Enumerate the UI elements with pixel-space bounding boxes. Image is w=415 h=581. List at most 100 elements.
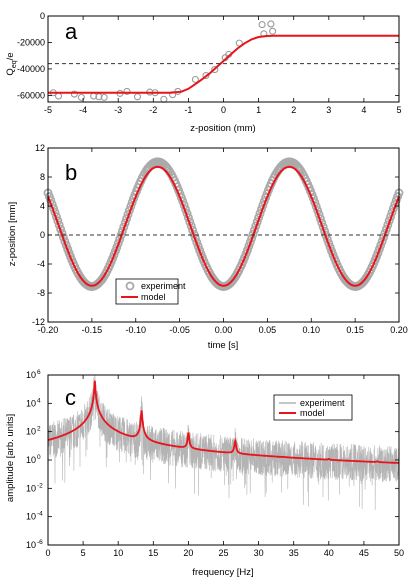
panel-b-model-curve — [47, 165, 400, 287]
panel-c-xtick-label: 0 — [45, 548, 50, 558]
panel-c-ytick-label: 10 — [26, 540, 36, 550]
panel-c-xtick-label: 15 — [148, 548, 158, 558]
panel-a-xtick-label: 3 — [326, 105, 331, 115]
panel-b-legend-box — [115, 278, 179, 305]
panel-b-legend-experiment-marker — [125, 281, 135, 291]
panel-b-xtick-label: 0.15 — [346, 325, 364, 335]
panel-b-xtick-label: -0.10 — [125, 325, 146, 335]
panel-c-legend: experiment model — [273, 394, 353, 421]
panel-c-ytick-label: 10 — [26, 512, 36, 522]
panel-b-ytick-label: 12 — [35, 143, 45, 153]
panel-b: -0.20 -0.15 -0.10 -0.05 0.00 0.05 0.10 0.15 0.20… — [7, 143, 408, 351]
panel-c-xtick-label: 40 — [324, 548, 334, 558]
panel-b-xtick-label: -0.15 — [82, 325, 103, 335]
panel-c-ytick-label: 10 — [26, 483, 36, 493]
panel-a-ylabel-sub: eq — [11, 60, 18, 68]
panel-a-experiment-point — [160, 95, 168, 103]
panel-a-xtick-label: 5 — [396, 105, 401, 115]
panel-c-xtick-label: 35 — [289, 548, 299, 558]
panel-a-ylabel: Qeq/e — [5, 52, 18, 75]
panel-a-xtick-label: -1 — [184, 105, 192, 115]
panel-a-xtick-label: 4 — [361, 105, 366, 115]
panel-a-xtick-label: -3 — [114, 105, 122, 115]
panel-c-ytick-exponent: 0 — [37, 454, 41, 461]
panel-a-ticks: -5 -4 -3 -2 -1 0 1 2 3 4 5 0 -20000 -40000 -60000 — [17, 11, 402, 115]
panel-b-xtick-label: 0.10 — [302, 325, 320, 335]
panel-a-ytick-label: -20000 — [17, 37, 45, 47]
panel-a-experiment-point — [123, 87, 131, 95]
panel-c-ylabel: amplitude [arb. units] — [5, 414, 16, 502]
panel-c-xtick-label: 45 — [359, 548, 369, 558]
panel-a-experiment-point — [100, 93, 108, 101]
panel-c-ytick-label: 10 — [26, 398, 36, 408]
panel-b-experiment-points — [43, 157, 404, 291]
panel-c-ytick-exponent: 4 — [37, 397, 41, 404]
panel-a-experiment-point — [211, 66, 219, 74]
panel-c-legend-model-label: model — [300, 408, 325, 418]
panel-a-xtick-label: -4 — [79, 105, 87, 115]
panel-b-ytick-label: 4 — [40, 201, 45, 211]
panel-a-xtick-label: -5 — [44, 105, 52, 115]
panel-a-experiment-point — [77, 93, 85, 101]
panel-c-ytick-label: 10 — [26, 455, 36, 465]
panel-b-xlabel: time [s] — [208, 340, 239, 351]
panel-a-experiment-points — [49, 20, 277, 103]
panel-c-ytick-label: 10 — [26, 370, 36, 380]
panel-a-xlabel: z-position (mm) — [190, 123, 255, 134]
panel-c-ytick-exponent: -4 — [37, 511, 43, 518]
panel-a-xtick-label: 0 — [221, 105, 226, 115]
panel-b-ytick-label: 8 — [40, 172, 45, 182]
panel-b-experiment-point — [242, 245, 252, 255]
panel-a-experiment-point — [267, 20, 275, 28]
panel-b-xtick-label: 0.00 — [215, 325, 233, 335]
panel-a-ylabel-main: Q — [5, 68, 16, 75]
panel-b-letter: b — [65, 160, 77, 185]
panel-a-ytick-label: -40000 — [17, 64, 45, 74]
panel-a-experiment-point — [95, 93, 103, 101]
panel-a-experiment-point — [269, 27, 277, 35]
panel-b-xtick-label: 0.20 — [390, 325, 408, 335]
panel-b-legend-model-label: model — [141, 292, 166, 302]
panel-c-ytick-exponent: -6 — [37, 539, 43, 546]
panel-c-ytick-exponent: 2 — [37, 426, 41, 433]
panel-b-ytick-label: -8 — [37, 288, 45, 298]
panel-c-xtick-label: 25 — [218, 548, 228, 558]
panel-b-xtick-label: -0.05 — [169, 325, 190, 335]
panel-c-xtick-label: 30 — [254, 548, 264, 558]
panel-a-ylabel-suffix: /e — [5, 52, 16, 60]
panel-a-xtick-label: -2 — [149, 105, 157, 115]
panel-a: -5 -4 -3 -2 -1 0 1 2 3 4 5 0 -20000 -40000 -60000 a z-… — [5, 11, 402, 134]
panel-a-experiment-point — [133, 93, 142, 101]
panel-c-xtick-label: 50 — [394, 548, 404, 558]
panel-a-experiment-point — [191, 75, 199, 84]
panel-b-xtick-label: -0.20 — [38, 325, 59, 335]
panel-a-experiment-point — [70, 90, 78, 98]
panel-c-ytick-exponent: -2 — [37, 482, 43, 489]
panel-a-experiment-point — [54, 92, 63, 100]
panel-a-experiment-point — [202, 71, 210, 80]
panel-c-ytick-label: 10 — [26, 427, 36, 437]
panel-b-ytick-label: -12 — [32, 317, 45, 327]
panel-c-model-curve — [47, 380, 399, 464]
panel-c-legend-box — [273, 394, 353, 421]
panel-c-xlabel: frequency [Hz] — [192, 567, 253, 578]
panel-b-ylabel: z-position [mm] — [7, 202, 18, 266]
panel-a-xtick-label: 1 — [256, 105, 261, 115]
panel-b-ticks: -0.20 -0.15 -0.10 -0.05 0.00 0.05 0.10 0.15 0.20… — [32, 143, 408, 335]
panel-a-experiment-point — [258, 21, 266, 29]
panel-a-model-curve — [48, 34, 399, 94]
panel-a-ytick-label: 0 — [40, 11, 45, 21]
panel-b-xtick-label: 0.05 — [259, 325, 277, 335]
panel-c-legend-experiment-label: experiment — [300, 398, 345, 408]
panel-b-legend-experiment-label: experiment — [141, 281, 186, 291]
panel-a-letter: a — [65, 19, 78, 44]
panel-a-ytick-label: -60000 — [17, 90, 45, 100]
panel-c-xtick-label: 20 — [183, 548, 193, 558]
panel-b-ytick-label: -4 — [37, 259, 45, 269]
panel-a-plot-frame — [47, 15, 400, 103]
panel-a-xtick-label: 2 — [291, 105, 296, 115]
panel-b-legend: experiment model — [115, 278, 186, 305]
panel-c-experiment-trace — [47, 374, 400, 510]
